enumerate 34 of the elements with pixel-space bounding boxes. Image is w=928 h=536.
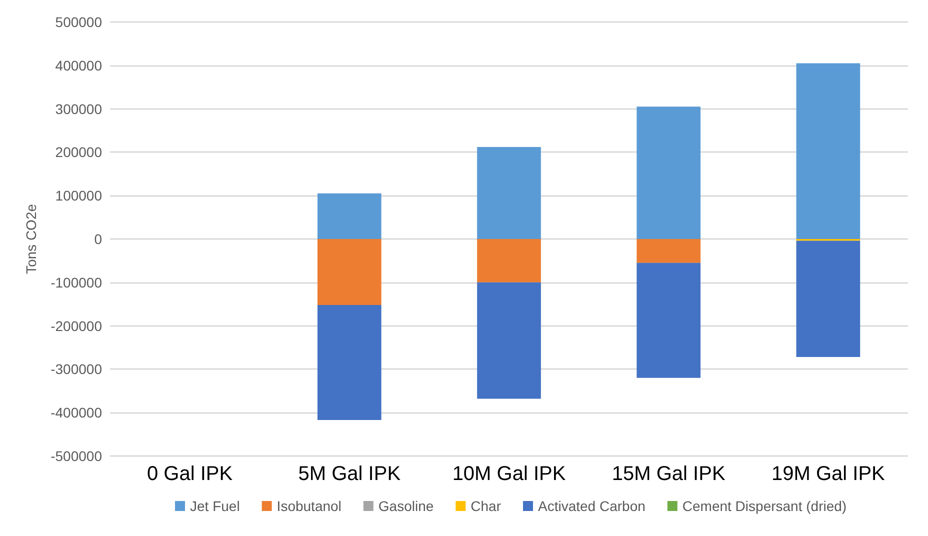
legend-label: Gasoline bbox=[378, 498, 434, 514]
bar bbox=[317, 239, 382, 305]
x-tick-label: 5M Gal IPK bbox=[298, 463, 402, 485]
y-tick-label: -100000 bbox=[50, 274, 102, 290]
y-tick-label: 400000 bbox=[55, 57, 102, 74]
legend-label: Cement Dispersant (dried) bbox=[682, 498, 847, 514]
bar bbox=[477, 146, 541, 239]
bar bbox=[317, 193, 382, 239]
y-tick-label: 0 bbox=[94, 231, 102, 247]
legend-label: Char bbox=[470, 498, 502, 514]
bar bbox=[636, 239, 701, 263]
y-tick-label: 200000 bbox=[55, 144, 102, 160]
x-tick-label: 10M Gal IPK bbox=[452, 463, 566, 485]
y-tick-label: 300000 bbox=[55, 100, 102, 117]
bar bbox=[317, 304, 382, 420]
x-tick-label: 0 Gal IPK bbox=[146, 463, 234, 485]
bar bbox=[477, 282, 541, 399]
legend-label: Activated Carbon bbox=[538, 498, 646, 514]
bar bbox=[796, 240, 860, 358]
legend-label: Jet Fuel bbox=[190, 498, 240, 514]
bar bbox=[636, 106, 701, 239]
y-axis-title: Tons CO2e bbox=[23, 204, 39, 274]
bar bbox=[477, 239, 541, 282]
x-tick-label: 19M Gal IPK bbox=[772, 463, 886, 485]
legend-label: Isobutanol bbox=[276, 498, 342, 514]
x-tick-label: 15M Gal IPK bbox=[612, 463, 726, 485]
bar bbox=[796, 63, 860, 239]
bar bbox=[636, 262, 701, 378]
y-tick-label: 500000 bbox=[55, 14, 102, 30]
y-tick-label: -200000 bbox=[50, 318, 102, 334]
y-tick-label: -300000 bbox=[50, 361, 102, 378]
y-tick-label: 100000 bbox=[55, 188, 102, 204]
y-tick-label: -400000 bbox=[50, 404, 102, 421]
y-tick-label: -500000 bbox=[50, 448, 102, 464]
